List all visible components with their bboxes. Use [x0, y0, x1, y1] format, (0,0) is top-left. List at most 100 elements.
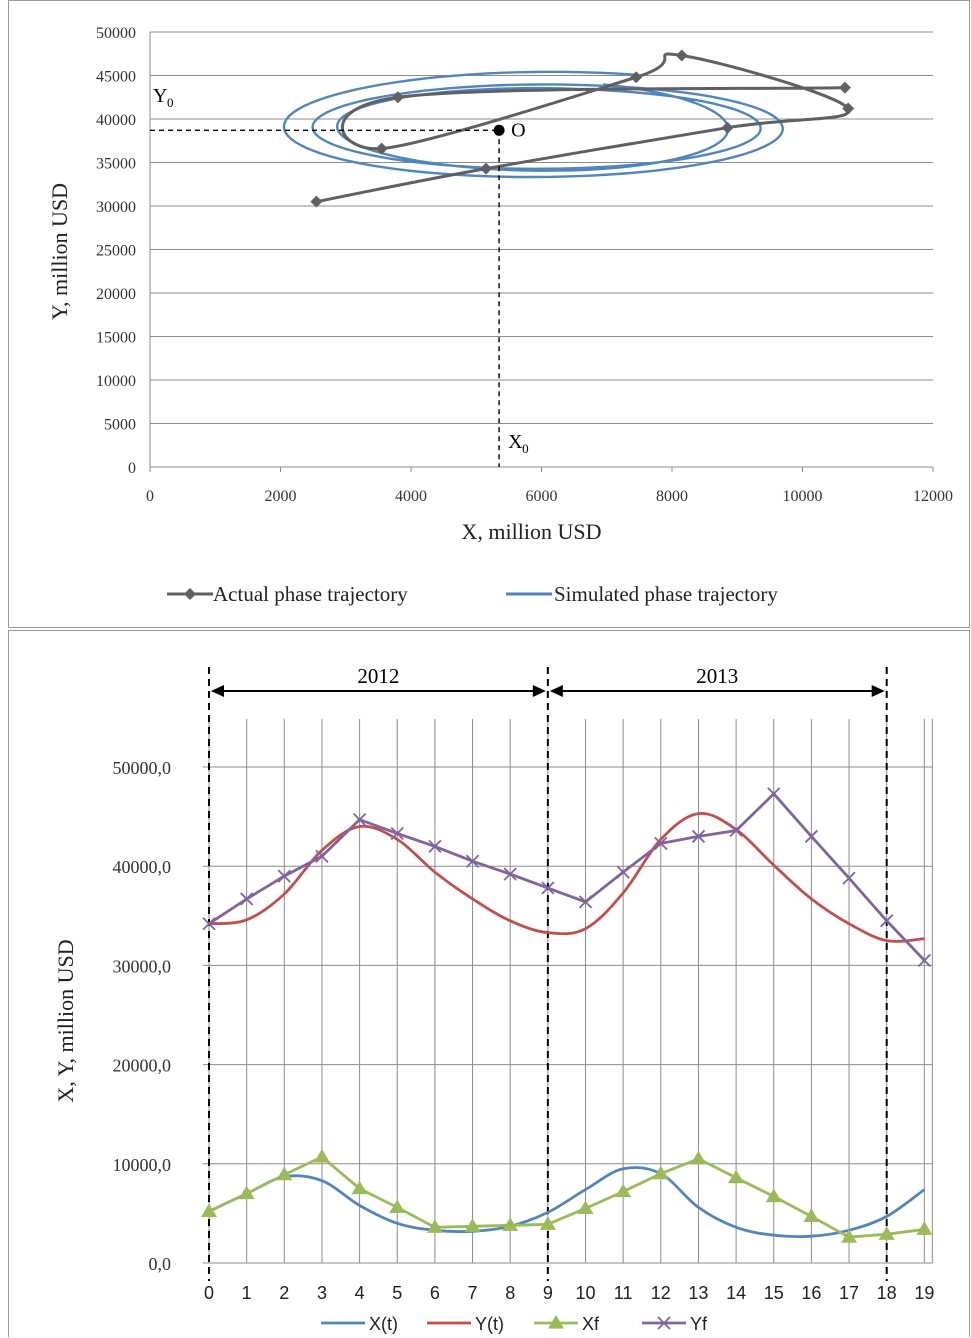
series-point-yf-stroke-b [654, 836, 668, 851]
series-point-yf-stroke-b [277, 869, 291, 883]
x-tick-label: 2 [279, 1283, 289, 1303]
x-tick-label: 10000 [783, 488, 823, 505]
period-arrow-head-left [549, 685, 563, 697]
series-point-yf-stroke-b [767, 787, 781, 801]
y-tick-label: 15000 [96, 330, 136, 347]
series-point-xf [765, 1188, 782, 1203]
series-point-yf [352, 812, 367, 827]
series-point-yf-stroke-b [578, 895, 593, 909]
series-point-yf-stroke-b [616, 865, 630, 879]
legend-marker-xf [548, 1315, 564, 1329]
y-tick-label: 30000 [96, 199, 136, 216]
actual-trajectory-point [375, 142, 388, 155]
series-point-yf-stroke-b [315, 849, 329, 863]
x-tick-label: 13 [688, 1283, 708, 1303]
y-tick-label: 40000 [96, 112, 136, 129]
series-point-xf [389, 1199, 406, 1214]
period-arrow-head-right [871, 685, 885, 697]
phase-trajectory-chart: 0500010000150002000025000300003500040000… [47, 25, 953, 606]
legend-actual-marker [184, 588, 196, 600]
legend-label-xf: Xf [582, 1314, 600, 1334]
series-point-yf-stroke-b [503, 867, 517, 881]
legend-actual-label: Actual phase trajectory [213, 582, 408, 606]
series-point-xf [276, 1166, 293, 1181]
series-point-yf [804, 829, 819, 844]
series-line-x-t [208, 1166, 926, 1239]
x-tick-label: 8 [505, 1283, 515, 1303]
series-point-yf [240, 892, 254, 906]
x-tick-label: 4000 [395, 488, 427, 505]
series-point-yf [880, 914, 894, 928]
series-point-yf [842, 871, 856, 885]
x-tick-label: 15 [764, 1283, 784, 1303]
series-point-xf [238, 1185, 255, 1200]
period-arrow-head-left [211, 685, 224, 697]
series-point-yf [503, 867, 517, 881]
x-tick-label: 9 [543, 1283, 553, 1303]
y-tick-label: 5000 [104, 417, 136, 434]
x-tick-label: 17 [839, 1283, 859, 1303]
series-line-y-t [208, 812, 925, 943]
y-tick-label: 30000,0 [113, 956, 172, 976]
actual-trajectory-point [721, 121, 734, 134]
series-point-xf [313, 1148, 330, 1163]
series-point-xf [878, 1226, 895, 1240]
series-point-yf [917, 953, 931, 968]
series-point-xf [351, 1180, 368, 1195]
actual-trajectory-point [675, 49, 688, 62]
series-point-xf [841, 1229, 858, 1243]
legend-simulated-label: Simulated phase trajectory [554, 582, 778, 606]
origin-point [493, 124, 505, 136]
actual-trajectory-line [316, 52, 851, 204]
x-tick-label: 18 [877, 1283, 897, 1303]
series-point-yf [428, 839, 442, 853]
series-point-yf [202, 917, 216, 931]
y-axis-title: X, Y, million USD [53, 939, 78, 1102]
legend-label-yf: Yf [690, 1314, 708, 1334]
x-tick-label: 12 [651, 1283, 671, 1303]
phase-trajectory-panel: 0 5000 10000 15000 20000 25000 30000 35000 40000… [8, 0, 970, 628]
actual-trajectory-point [480, 162, 493, 175]
series-point-xf [464, 1218, 481, 1232]
series-point-yf-stroke-b [465, 854, 480, 868]
legend-label-x-t: X(t) [369, 1314, 398, 1334]
x-axis-title: X, million USD [462, 519, 602, 544]
x-tick-label: 4 [355, 1283, 365, 1303]
series-point-yf-stroke-b [842, 871, 856, 885]
x-tick-label: 14 [726, 1283, 746, 1303]
series-point-yf [729, 823, 743, 838]
period-label: 2013 [696, 664, 738, 688]
y0-label: Y [153, 85, 167, 107]
series-line-yf [208, 791, 926, 962]
actual-trajectory-point [310, 195, 323, 208]
y-tick-label: 35000 [96, 156, 136, 173]
series-point-yf-stroke-b [390, 826, 404, 841]
series-point-xf [728, 1169, 745, 1184]
series-point-yf [315, 849, 329, 863]
series-point-yf-stroke-b [729, 823, 743, 838]
time-series-chart: 0,0 10000,0 20000,0 30000,0 40000,0 50000,0 0 1… [53, 664, 934, 1334]
y-tick-label: 0,0 [149, 1254, 172, 1274]
series-point-yf [541, 881, 555, 895]
series-point-yf-stroke-b [880, 914, 894, 928]
x-tick-label: 0 [204, 1283, 214, 1303]
series-point-yf [390, 826, 404, 841]
y-axis-title: Y, million USD [47, 183, 72, 320]
time-series-panel: 0,0 10000,0 20000,0 30000,0 40000,0 50000,0 0 1… [8, 630, 970, 1337]
y-tick-label: 20000,0 [113, 1056, 172, 1076]
x0-label: X [508, 431, 523, 453]
x-tick-label: 7 [468, 1283, 478, 1303]
series-point-yf [465, 854, 480, 868]
x-tick-label: 12000 [913, 488, 953, 505]
series-line-xf [208, 1155, 925, 1239]
y-tick-label: 10000,0 [113, 1155, 172, 1175]
series-point-yf-stroke-b [352, 812, 367, 827]
series-point-xf [201, 1203, 217, 1218]
y-tick-label: 0 [128, 460, 136, 477]
series-point-yf [578, 895, 593, 909]
series-point-yf-stroke-b [541, 881, 555, 895]
period-label: 2012 [357, 664, 399, 688]
series-point-xf [690, 1150, 707, 1165]
x-tick-label: 5 [392, 1283, 402, 1303]
y-tick-label: 20000 [96, 286, 136, 303]
